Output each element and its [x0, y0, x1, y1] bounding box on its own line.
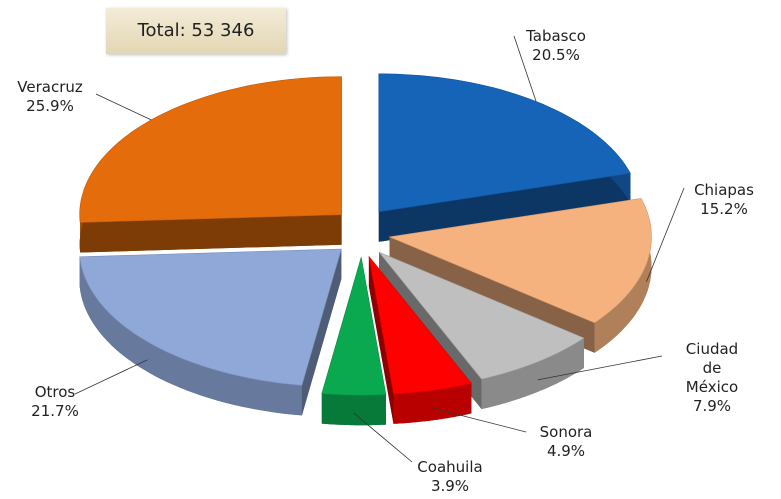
- slice-wall: [378, 173, 631, 242]
- slice-rim: [321, 393, 386, 426]
- slice-rim: [594, 198, 652, 353]
- slice-top: [388, 198, 652, 324]
- slice-label: Otros 21.7%: [31, 383, 79, 421]
- slice: [368, 256, 472, 424]
- slice-label: Ciudad de México 7.9%: [678, 340, 747, 416]
- value-label: 21.7%: [31, 402, 79, 420]
- slice-top: [79, 76, 342, 223]
- category-label: Ciudad de México: [685, 340, 739, 396]
- category-label: Veracruz: [17, 78, 83, 96]
- slice: [79, 76, 342, 253]
- value-label: 25.9%: [26, 97, 74, 115]
- slice-top: [368, 256, 472, 395]
- slice: [79, 248, 342, 416]
- slice-rim: [79, 256, 302, 416]
- category-label: Otros: [34, 383, 76, 401]
- leader-line: [74, 359, 148, 395]
- value-label: 3.9%: [430, 477, 470, 495]
- leader-line: [353, 412, 413, 463]
- slice: [378, 251, 585, 409]
- slice-wall: [301, 249, 342, 416]
- slice-top: [378, 251, 585, 380]
- slice-rim: [481, 338, 584, 409]
- category-label: Sonora: [539, 423, 593, 441]
- slice-label: Sonora 4.9%: [540, 423, 593, 461]
- slice-label: Veracruz 25.9%: [17, 78, 82, 116]
- slice-wall: [80, 214, 342, 253]
- leader-line: [646, 187, 685, 282]
- leader-line: [537, 355, 663, 381]
- category-label: Tabasco: [526, 27, 586, 45]
- value-label: 15.2%: [700, 200, 748, 218]
- slice-label: Tabasco 20.5%: [526, 27, 586, 65]
- slice: [321, 257, 387, 426]
- total-annotation: Total: 53 346: [106, 8, 286, 54]
- leader-line: [95, 93, 152, 121]
- slice-top: [321, 257, 387, 396]
- leader-line: [513, 35, 537, 102]
- slice-label: Coahuila 3.9%: [417, 458, 482, 496]
- value-label: 7.9%: [692, 397, 732, 415]
- value-label: 20.5%: [532, 46, 580, 64]
- slice-label: Chiapas 15.2%: [694, 181, 754, 219]
- category-label: Coahuila: [417, 458, 483, 476]
- category-label: Chiapas: [694, 181, 754, 199]
- slice: [378, 73, 631, 242]
- slice-wall: [368, 256, 394, 424]
- slice-rim: [393, 383, 472, 424]
- leader-line: [433, 407, 527, 433]
- value-label: 4.9%: [546, 442, 586, 460]
- slice-top: [79, 248, 342, 386]
